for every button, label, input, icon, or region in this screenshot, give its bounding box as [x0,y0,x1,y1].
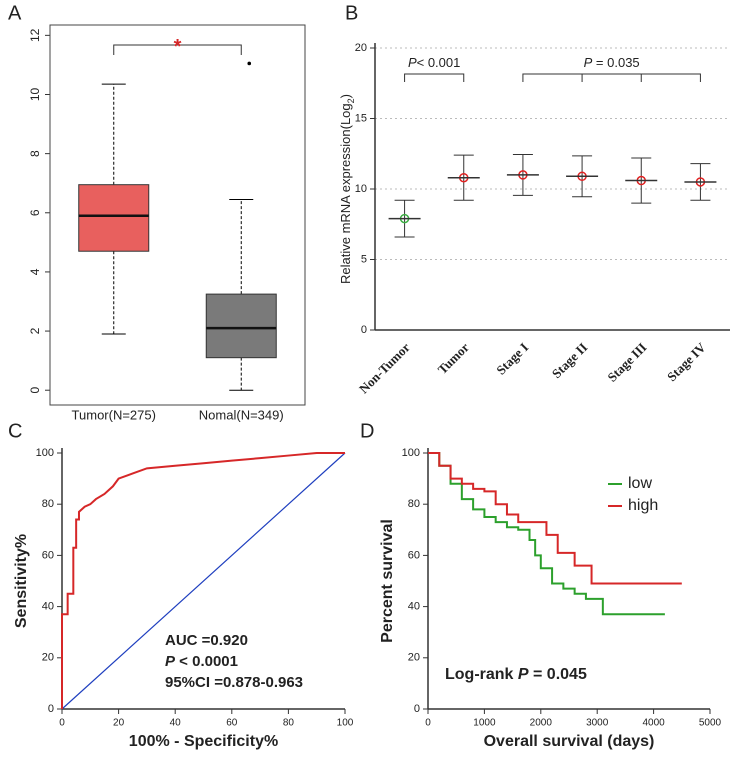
annotation-part: P [584,55,593,70]
y-tick-label: 6 [28,209,42,216]
annotation: 95%CI =0.878-0.963 [165,674,303,691]
y-tick-label: 40 [42,601,54,613]
y-tick-label: 2 [28,327,42,334]
annotation-part: P [408,55,417,70]
y-tick-label: 5 [361,253,367,265]
panel-label: C [8,420,22,442]
x-tick-label: 0 [59,718,65,729]
x-tick-label: 4000 [642,718,665,729]
y-tick-label: 40 [408,601,420,613]
y-axis-label-part: Relative mRNA expression(Log [338,103,353,284]
annotation-part: < 0.0001 [175,653,238,670]
significance-bracket [404,73,465,82]
series-line [428,452,682,585]
box [78,184,150,252]
y-tick-label: 0 [414,703,420,715]
y-tick-label: 20 [408,652,420,664]
y-axis-label: Relative mRNA expression(Log2) [338,94,356,284]
box [205,293,277,359]
panel-label: B [345,2,358,24]
x-tick-label: Tumor [435,339,473,377]
annotation-part: < 0.001 [417,55,461,70]
reference-line [61,452,346,710]
x-tick-label: 1000 [473,718,496,729]
panel-label: D [360,420,374,442]
x-tick-label: 40 [170,718,182,729]
x-axis-label: Overall survival (days) [484,733,655,750]
y-tick-label: 12 [28,28,42,42]
annotation-part: P [165,653,176,670]
y-tick-label: 0 [48,703,54,715]
y-tick-label: 20 [355,42,367,54]
y-tick-label: 60 [408,549,420,561]
legend-label: high [628,497,658,514]
outlier [247,61,252,66]
x-tick-label: Stage IV [664,339,709,384]
x-tick-label: Stage II [549,340,591,382]
y-axis-label: Sensitivity% [13,534,30,628]
series-line [428,452,665,616]
y-tick-label: 100 [402,447,420,459]
x-tick-label: Tumor(N=275) [72,407,156,422]
y-tick-label: 100 [36,447,54,459]
annotation: Log-rank P = 0.045 [445,666,587,683]
annotation: P < 0.0001 [165,653,238,670]
y-tick-label: 20 [42,652,54,664]
significance-bracket [522,73,701,82]
y-axis-label-part: ) [338,94,353,98]
x-tick-label: Stage III [604,340,649,385]
annotation-part: = 0.035 [592,55,639,70]
y-tick-label: 10 [355,183,367,195]
x-tick-label: Nomal(N=349) [199,407,284,422]
x-tick-label: 3000 [586,718,609,729]
annotation: P = 0.035 [584,55,640,70]
y-tick-label: 0 [361,324,367,336]
series-line [61,452,345,709]
y-tick-label: 60 [42,549,54,561]
x-tick-label: 2000 [530,718,553,729]
y-axis-label: Percent survival [379,519,396,643]
annotation-part: P [518,666,529,683]
y-tick-label: 4 [28,268,42,275]
x-tick-label: 5000 [699,718,722,729]
panel-label: A [8,2,22,24]
x-tick-label: 20 [113,718,125,729]
significance-bracket [113,44,242,55]
x-axis-label: 100% - Specificity% [129,733,278,750]
annotation: * [174,36,182,58]
x-tick-label: 100 [337,718,354,729]
x-tick-label: Non-Tumor [356,339,413,396]
annotation: P< 0.001 [408,55,460,70]
annotation-part: * [174,36,182,58]
x-tick-label: 80 [283,718,295,729]
x-tick-label: 0 [425,718,431,729]
y-axis-label-part: 2 [346,98,356,103]
annotation-part: = 0.045 [529,666,587,683]
annotation-part: AUC =0.920 [165,632,248,649]
y-tick-label: 80 [42,498,54,510]
x-tick-label: Stage I [493,340,531,378]
y-tick-label: 15 [355,112,367,124]
y-tick-label: 10 [28,88,42,102]
y-tick-label: 80 [408,498,420,510]
legend-label: low [628,475,652,492]
x-tick-label: 60 [226,718,238,729]
y-tick-label: 0 [28,387,42,394]
annotation-part: Log-rank [445,666,518,683]
plot-frame [49,24,306,406]
annotation-part: 95%CI =0.878-0.963 [165,674,303,691]
y-tick-label: 8 [28,150,42,157]
annotation: AUC =0.920 [165,632,248,649]
